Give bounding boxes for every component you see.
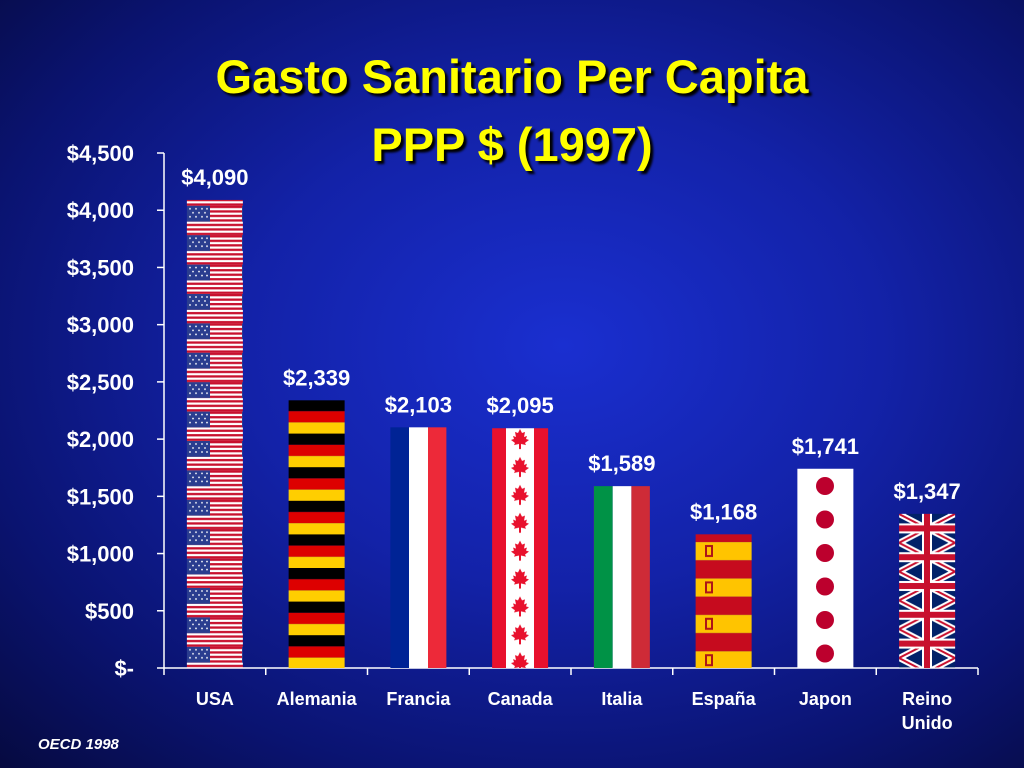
data-label: $1,347 <box>893 479 960 504</box>
x-category-label: USA <box>196 689 234 709</box>
x-category-label: Japon <box>799 689 852 709</box>
x-category-label: Francia <box>386 689 451 709</box>
bar-canada <box>492 428 549 668</box>
y-tick-label: $1,500 <box>67 484 134 509</box>
source-note: OECD 1998 <box>38 736 119 753</box>
y-tick-label: $500 <box>85 599 134 624</box>
data-label: $1,741 <box>792 434 859 459</box>
x-category-label: Reino Unido <box>902 689 953 733</box>
bar-reino-unido <box>899 513 956 668</box>
y-tick-label: $1,000 <box>67 542 134 567</box>
x-category-label: Canada <box>488 689 554 709</box>
y-tick-label: $3,000 <box>67 313 134 338</box>
labels: $4,090 USA $2,339 Alemania $2,103 Francia $2,0… <box>181 165 961 733</box>
y-tick-label: $4,500 <box>67 141 134 166</box>
data-label: $1,589 <box>588 451 655 476</box>
bar-alemania <box>288 400 345 668</box>
y-tick-label: $2,500 <box>67 370 134 395</box>
chart-title-line-1: Gasto Sanitario Per Capita <box>215 50 809 103</box>
bar-españa <box>695 534 752 668</box>
data-label: $2,339 <box>283 365 350 390</box>
x-category-label: Alemania <box>277 689 358 709</box>
chart-title-line-2: PPP $ (1997) <box>371 118 653 171</box>
y-tick-label: $3,500 <box>67 255 134 280</box>
data-label: $1,168 <box>690 499 757 524</box>
y-tick-label: $4,000 <box>67 198 134 223</box>
bar-japon <box>797 468 854 668</box>
bar-usa <box>186 199 243 668</box>
y-tick-label: $- <box>114 656 134 681</box>
data-label: $4,090 <box>181 165 248 190</box>
bar-francia <box>390 427 447 668</box>
bars <box>186 199 956 668</box>
bar-italia <box>593 486 650 668</box>
data-label: $2,103 <box>385 392 452 417</box>
y-tick-label: $2,000 <box>67 427 134 452</box>
axes: $- $500 $1,000 $1,500 $2,000 $2,500 $3,000 $3,5… <box>67 141 979 681</box>
x-category-label: Italia <box>601 689 643 709</box>
x-category-label: España <box>692 689 757 709</box>
data-label: $2,095 <box>486 393 553 418</box>
